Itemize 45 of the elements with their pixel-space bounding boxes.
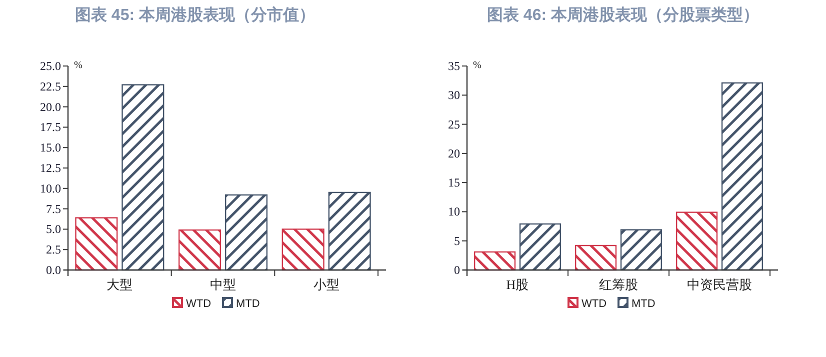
chart-title: 图表 46: 本周港股表现（分股票类型） xyxy=(486,6,760,24)
x-tick-label: 中型 xyxy=(210,277,236,292)
y-tick-label: 20.0 xyxy=(40,100,61,114)
bar xyxy=(75,217,118,271)
legend-label: MTD xyxy=(632,298,656,310)
bar xyxy=(519,223,562,271)
y-tick-label: 22.5 xyxy=(40,79,61,94)
bar xyxy=(122,84,164,271)
chart-title: 图表 45: 本周港股表现（分市值） xyxy=(74,6,316,24)
x-tick-label: 红筹股 xyxy=(599,277,638,292)
x-tick-label: 小型 xyxy=(313,277,340,292)
bar xyxy=(721,82,764,271)
y-tick-label: 17.5 xyxy=(40,120,61,134)
x-tick-label: 大型 xyxy=(106,277,133,292)
bar xyxy=(178,229,222,271)
y-tick-label: 30 xyxy=(448,88,460,102)
y-tick-label: 0.0 xyxy=(46,263,61,277)
bar xyxy=(574,244,617,271)
y-tick-label: 10.0 xyxy=(40,181,61,196)
y-tick-label: 10 xyxy=(448,204,460,219)
y-tick-label: 20 xyxy=(448,146,460,160)
y-axis-title: % xyxy=(473,60,482,71)
legend-label: WTD xyxy=(186,298,212,310)
y-tick-label: 15.0 xyxy=(40,140,61,155)
y-tick-label: 15 xyxy=(448,176,460,190)
y-tick-label: 25.0 xyxy=(40,59,61,73)
legend-label: WTD xyxy=(582,298,607,310)
y-tick-label: 7.5 xyxy=(46,202,61,216)
y-tick-label: 25 xyxy=(448,117,460,132)
bar xyxy=(620,229,662,271)
y-tick-label: 2.5 xyxy=(46,242,61,257)
bar xyxy=(474,251,516,271)
bar xyxy=(676,212,718,271)
y-axis-title: % xyxy=(74,60,82,71)
x-tick-label: H股 xyxy=(506,277,529,292)
y-tick-label: 12.5 xyxy=(40,161,61,175)
y-tick-label: 5.0 xyxy=(46,222,61,236)
bar xyxy=(282,228,324,271)
y-tick-label: 35 xyxy=(448,59,460,73)
x-tick-label: 中资民营股 xyxy=(687,277,752,292)
bar xyxy=(328,192,371,271)
legend-label: MTD xyxy=(236,298,260,310)
y-tick-label: 5 xyxy=(454,234,460,248)
y-tick-label: 0 xyxy=(454,263,460,277)
bar xyxy=(224,194,268,271)
